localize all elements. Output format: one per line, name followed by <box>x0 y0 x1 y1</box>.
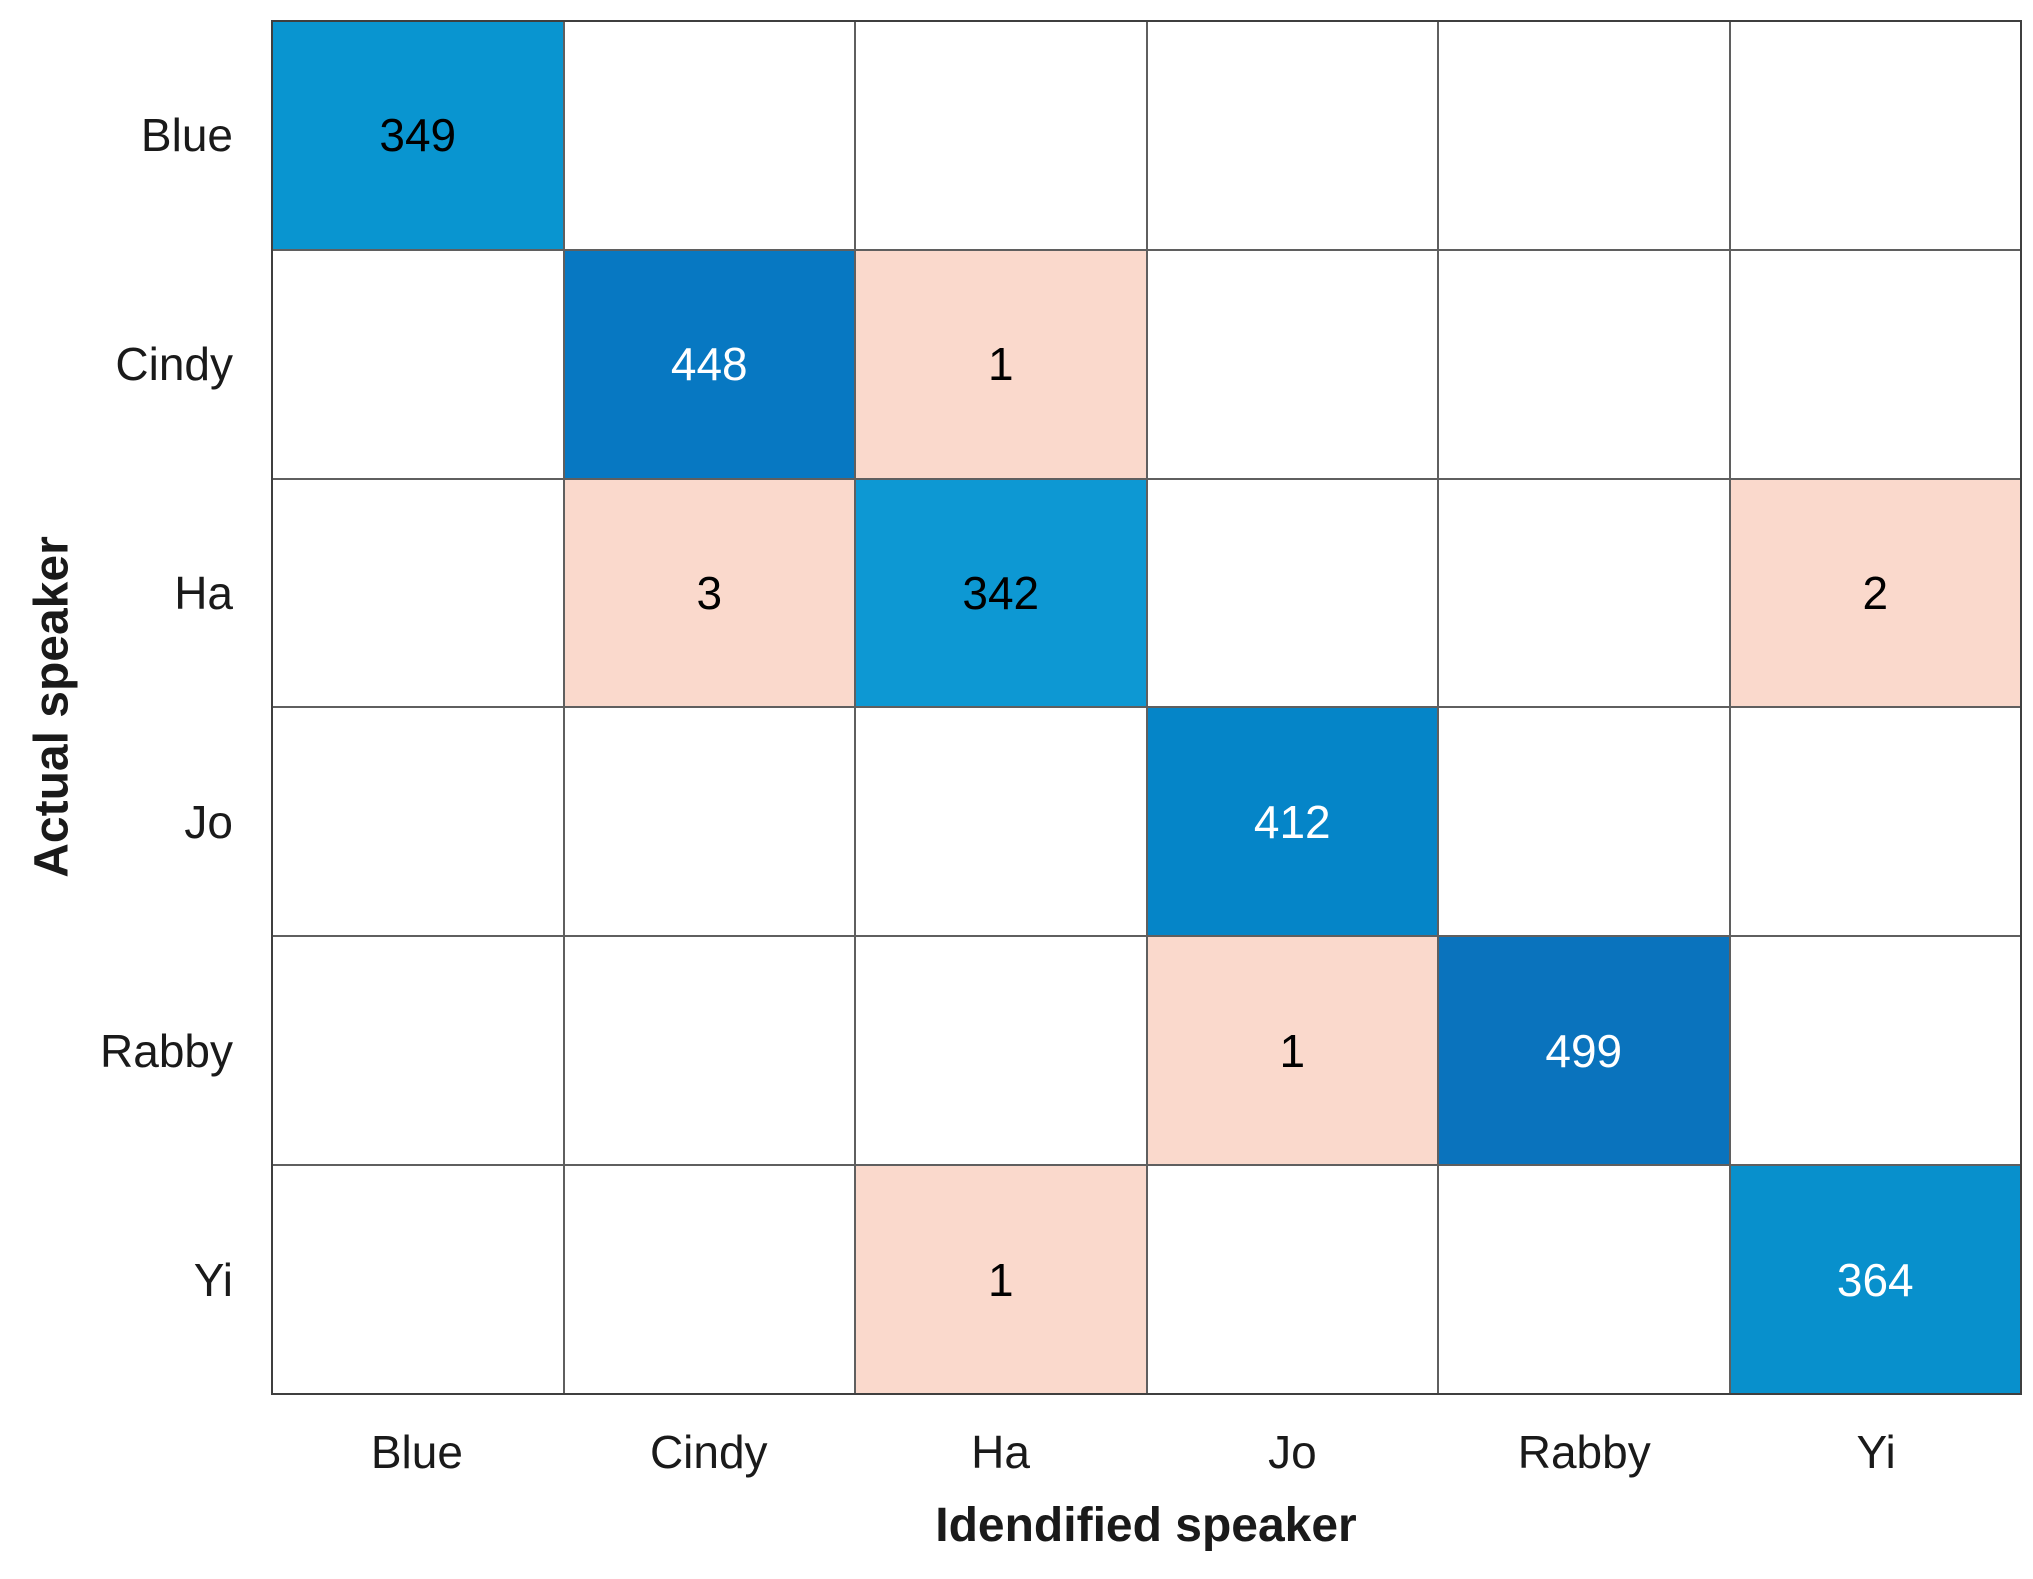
y-tick-rabby: Rabby <box>100 1025 233 1078</box>
cell-yi-ha: 1 <box>856 1166 1146 1393</box>
cell-rabby-blue <box>273 937 563 1165</box>
y-tick-blue: Blue <box>140 108 233 161</box>
y-tick-cindy: Cindy <box>115 337 233 390</box>
y-tick-jo: Jo <box>184 796 233 849</box>
cell-cindy-ha: 1 <box>856 250 1146 478</box>
cell-yi-rabby <box>1439 1166 1729 1393</box>
cell-rabby-cindy <box>564 937 854 1165</box>
cell-jo-rabby <box>1439 708 1729 936</box>
y-axis-tick-labels: Blue Cindy Ha Jo Rabby Yi <box>0 20 253 1395</box>
cell-cindy-rabby <box>1439 250 1729 478</box>
cell-cindy-jo <box>1147 250 1437 478</box>
x-tick-yi: Yi <box>1856 1426 1896 1478</box>
cell-jo-yi <box>1730 708 2020 936</box>
cell-blue-cindy <box>564 22 854 249</box>
cell-blue-ha <box>856 22 1146 249</box>
cell-blue-rabby <box>1439 22 1729 249</box>
cell-ha-rabby <box>1439 479 1729 707</box>
cell-rabby-yi <box>1730 937 2020 1165</box>
cell-jo-cindy <box>564 708 854 936</box>
cell-cindy-blue <box>273 250 563 478</box>
cell-cindy-yi <box>1730 250 2020 478</box>
cell-ha-ha: 342 <box>856 479 1146 707</box>
cell-jo-ha <box>856 708 1146 936</box>
x-tick-jo: Jo <box>1268 1426 1317 1478</box>
cell-yi-cindy <box>564 1166 854 1393</box>
x-tick-rabby: Rabby <box>1517 1426 1651 1478</box>
cell-rabby-jo: 1 <box>1147 937 1437 1165</box>
y-tick-ha: Ha <box>174 566 233 619</box>
cell-rabby-rabby: 499 <box>1439 937 1729 1165</box>
cell-blue-jo <box>1147 22 1437 249</box>
confusion-matrix-grid: 349 448 1 3 342 2 412 1 499 1 364 <box>271 20 2022 1395</box>
cell-yi-jo <box>1147 1166 1437 1393</box>
cell-jo-blue <box>273 708 563 936</box>
cell-ha-cindy: 3 <box>564 479 854 707</box>
y-tick-yi: Yi <box>193 1254 233 1307</box>
cell-ha-blue <box>273 479 563 707</box>
x-tick-ha: Ha <box>971 1426 1030 1478</box>
cell-blue-yi <box>1730 22 2020 249</box>
cell-ha-yi: 2 <box>1730 479 2020 707</box>
cell-jo-jo: 412 <box>1147 708 1437 936</box>
cell-ha-jo <box>1147 479 1437 707</box>
x-tick-cindy: Cindy <box>649 1426 768 1478</box>
cell-blue-blue: 349 <box>273 22 563 249</box>
cell-rabby-ha <box>856 937 1146 1165</box>
cell-yi-yi: 364 <box>1730 1166 2020 1393</box>
x-axis-tick-labels: Blue Cindy Ha Jo Rabby Yi <box>271 1395 2022 1495</box>
x-tick-blue: Blue <box>370 1426 463 1478</box>
cell-yi-blue <box>273 1166 563 1393</box>
cell-cindy-cindy: 448 <box>564 250 854 478</box>
x-axis-title: Idendified speaker <box>935 1499 1357 1552</box>
